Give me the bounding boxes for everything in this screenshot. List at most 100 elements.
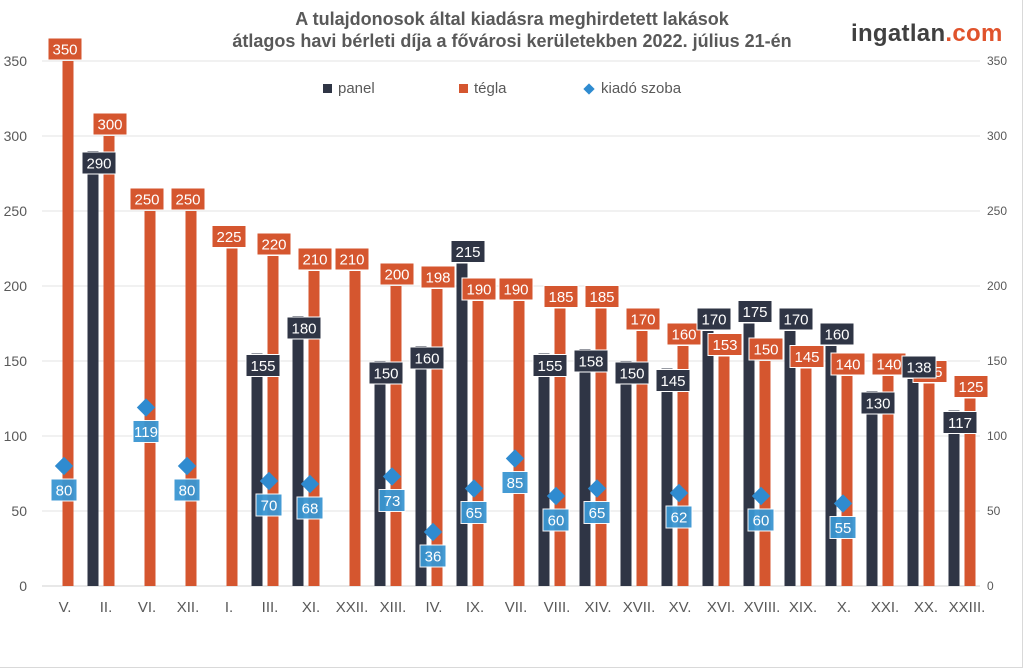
data-label-tegla-box — [297, 247, 333, 271]
data-label-tegla-box — [47, 37, 83, 61]
bar-panel — [784, 331, 796, 586]
data-label-szoba: 80 — [173, 478, 201, 502]
bar-panel — [661, 368, 673, 586]
bar-tegla — [349, 271, 361, 586]
data-label-tegla-box — [625, 307, 661, 331]
data-label-panel-text: 160 — [414, 351, 439, 368]
data-label-tegla: 125 — [953, 375, 989, 398]
diamond-marker — [300, 474, 320, 494]
data-label-tegla-box — [170, 187, 206, 211]
data-label-panel: 160 — [819, 322, 855, 346]
data-label-panel: 145 — [655, 369, 691, 392]
x-tick-label: III. — [262, 599, 279, 616]
bar-panel — [374, 361, 386, 586]
bar-tegla — [718, 356, 730, 586]
diamond-markers — [54, 398, 853, 542]
data-label-panel-text: 175 — [742, 304, 767, 321]
x-tick-label: VII. — [505, 599, 528, 616]
data-label-tegla: 145 — [789, 345, 825, 368]
data-label-szoba-text: 65 — [589, 505, 606, 522]
data-label-szoba-text: 119 — [134, 424, 158, 441]
data-label-tegla-box — [420, 265, 456, 289]
data-label-tegla-box — [256, 232, 292, 256]
data-label-tegla: 300 — [92, 112, 128, 136]
data-label-tegla-text: 225 — [216, 229, 241, 246]
bar-tegla — [677, 346, 689, 586]
x-tick-label: XVII. — [623, 599, 656, 616]
bar-panel — [456, 263, 468, 586]
data-label-tegla-text: 140 — [835, 357, 860, 374]
data-label-panel-box — [614, 361, 650, 385]
data-label-szoba: 60 — [747, 508, 775, 532]
data-labels: 350 300 290 250 250 225 220 155 210 180 210 200 150 1… — [47, 37, 989, 568]
data-label-panel: 150 — [368, 361, 404, 385]
data-label-panel: 175 — [737, 300, 773, 323]
x-tick-label: XVIII. — [744, 599, 781, 616]
data-label-tegla: 190 — [461, 277, 497, 301]
diamond-marker — [669, 483, 689, 503]
data-label-panel: 180 — [286, 316, 322, 340]
bar-panel — [620, 361, 632, 586]
data-label-szoba: 65 — [460, 501, 488, 524]
data-label-szoba: 119 — [132, 420, 160, 443]
diamond-marker — [833, 494, 853, 513]
y-tick-label: 250 — [4, 203, 28, 219]
data-label-tegla: 170 — [625, 307, 661, 331]
bar-panel — [251, 353, 263, 586]
data-label-szoba-text: 70 — [261, 498, 278, 515]
data-label-tegla-text: 160 — [671, 327, 696, 344]
y-tick-label: 50 — [987, 504, 1001, 518]
bar-panel — [702, 331, 714, 586]
data-label-tegla-text: 350 — [52, 42, 77, 59]
data-label-szoba-box — [460, 501, 488, 524]
data-label-tegla-text: 150 — [753, 342, 778, 359]
data-label-szoba-text: 68 — [302, 501, 319, 518]
data-label-szoba: 60 — [542, 508, 570, 532]
data-label-szoba: 65 — [583, 501, 611, 524]
bar-panel — [87, 151, 99, 586]
legend-item-tegla: tégla — [459, 80, 507, 97]
x-tick-label: XI. — [302, 599, 320, 616]
data-label-tegla: 225 — [211, 225, 247, 248]
data-label-tegla: 140 — [871, 352, 907, 376]
data-label-tegla-box — [953, 375, 989, 398]
data-label-szoba: 80 — [50, 478, 78, 502]
data-label-szoba: 70 — [255, 493, 283, 517]
y-tick-label: 350 — [987, 54, 1007, 68]
y-axis-left: 0 50 100 150 200 250 300 350 — [4, 53, 28, 594]
data-label-szoba-box — [50, 478, 78, 502]
data-label-tegla-box — [92, 112, 128, 136]
bar-panel — [579, 349, 591, 586]
x-tick-label: XII. — [177, 599, 200, 616]
data-label-szoba-text: 73 — [384, 493, 401, 510]
data-label-tegla: 160 — [666, 322, 702, 346]
bar-panel — [825, 346, 837, 586]
data-label-tegla-box — [498, 277, 534, 301]
data-label-szoba-box — [829, 516, 857, 539]
bar-panel — [866, 391, 878, 586]
data-label-tegla-box — [211, 225, 247, 248]
data-label-panel-text: 145 — [660, 373, 685, 390]
data-label-tegla-text: 190 — [466, 282, 491, 299]
diamond-marker — [587, 479, 607, 498]
data-label-panel: 290 — [81, 151, 117, 175]
bar-tegla — [472, 301, 484, 586]
data-label-panel-box — [81, 151, 117, 175]
y-axis-right: 0 50 100 150 200 250 300 350 — [987, 54, 1007, 593]
data-label-tegla: 153 — [707, 333, 743, 356]
data-label-tegla-box — [707, 333, 743, 356]
data-label-panel-text: 170 — [783, 312, 808, 329]
x-tick-label: XIV. — [585, 599, 612, 616]
data-label-szoba-text: 62 — [671, 510, 688, 527]
data-label-szoba-box — [542, 508, 570, 532]
diamond-marker — [136, 398, 156, 417]
data-label-panel: 150 — [614, 361, 650, 385]
data-label-tegla-box — [666, 322, 702, 346]
bar-tegla — [923, 383, 935, 586]
data-label-tegla-text: 145 — [794, 349, 819, 366]
x-tick-label: XXII. — [336, 599, 369, 616]
bar-tegla — [964, 398, 976, 586]
data-label-tegla-box — [584, 285, 620, 308]
data-label-panel: 155 — [532, 354, 568, 377]
